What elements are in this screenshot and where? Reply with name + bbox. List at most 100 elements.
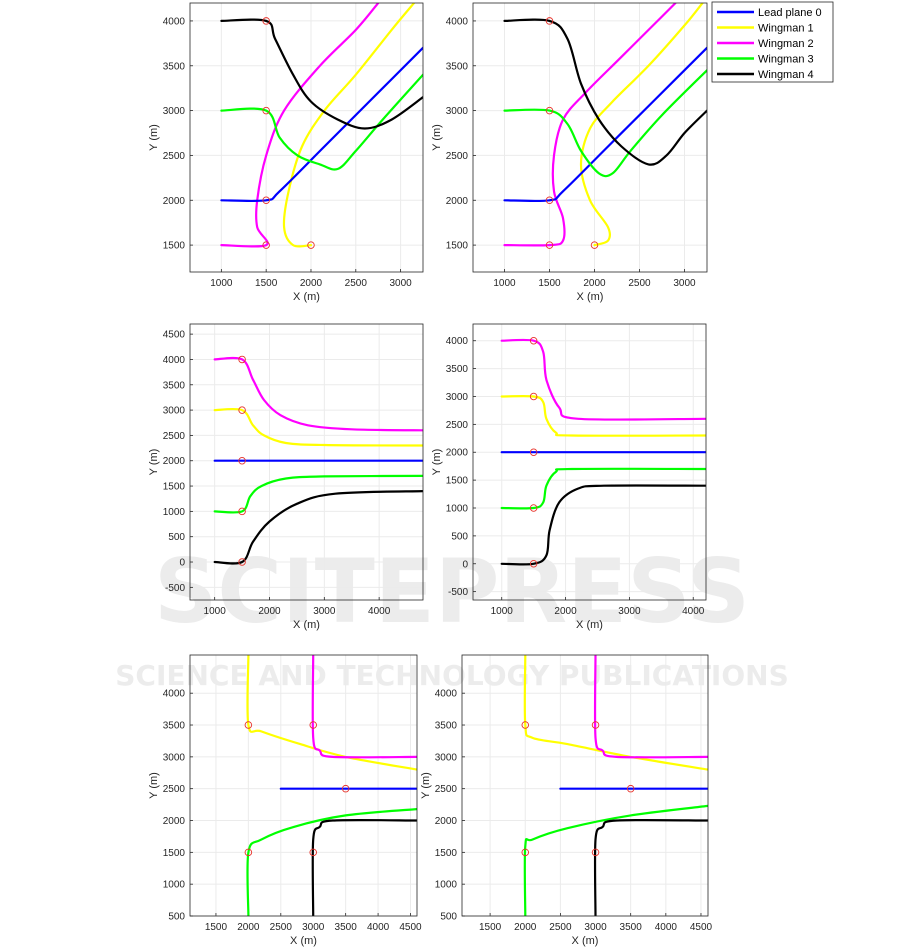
start-point-marker [591, 721, 600, 729]
y-tick-label: -500 [165, 583, 185, 594]
x-axis-label: X (m) [293, 291, 320, 303]
legend-label: Wingman 3 [758, 54, 814, 66]
y-tick-label: 3000 [163, 106, 186, 117]
start-point-marker [309, 848, 317, 857]
watermark-sub: SCIENCE AND TECHNOLOGY PUBLICATIONS [115, 659, 789, 692]
x-tick-label: 3000 [673, 278, 696, 289]
y-tick-label: 3000 [163, 406, 186, 417]
y-tick-label: 2500 [446, 151, 469, 162]
legend-entry: Wingman 2 [717, 38, 814, 50]
y-tick-label: 0 [179, 558, 185, 569]
x-tick-label: 2500 [345, 278, 368, 289]
x-tick-label: 1500 [538, 278, 561, 289]
start-point-marker [244, 848, 253, 857]
y-tick-label: 3500 [435, 721, 458, 732]
series-line-w2 [593, 655, 708, 759]
x-tick-label: 2000 [258, 606, 281, 617]
x-tick-label: 2000 [554, 606, 577, 617]
y-tick-label: 500 [451, 531, 468, 542]
y-tick-label: 2000 [163, 816, 186, 827]
start-point-marker [238, 507, 246, 516]
start-point-marker [529, 336, 538, 345]
start-point-marker [238, 406, 246, 414]
y-tick-label: 1000 [446, 504, 469, 515]
axes-box [472, 2, 708, 273]
start-point-marker [238, 355, 246, 364]
series-group [503, 3, 707, 249]
y-tick-label: 1500 [163, 241, 186, 252]
series-line-w4 [220, 18, 423, 130]
start-point-marker [244, 721, 253, 729]
axes-box [461, 654, 709, 917]
y-tick-label: 0 [462, 559, 468, 570]
series-line-w1 [213, 407, 423, 447]
start-point-marker [262, 196, 270, 205]
y-tick-label: 2500 [163, 784, 186, 795]
x-tick-label: 1500 [479, 922, 502, 933]
legend-label: Wingman 1 [758, 23, 814, 35]
x-tick-label: 2500 [549, 922, 572, 933]
axes-box [189, 654, 418, 917]
start-point-marker [521, 848, 530, 857]
legend: Lead plane 0 Wingman 1 Wingman 2 Wingman 3 W… [711, 1, 834, 83]
y-axis-label: Y (m) [148, 772, 160, 799]
start-point-marker [529, 560, 538, 568]
x-tick-label: 1000 [491, 606, 514, 617]
y-tick-label: 1000 [163, 507, 186, 518]
y-tick-label: -500 [448, 587, 468, 598]
y-tick-label: 4000 [163, 355, 186, 366]
y-tick-label: 3000 [435, 752, 458, 763]
start-point-marker [545, 106, 554, 115]
y-axis-label: Y (m) [148, 124, 160, 151]
y-axis-label: Y (m) [431, 449, 443, 476]
start-point-marker [309, 721, 317, 729]
x-tick-label: 4500 [690, 922, 713, 933]
legend-entry: Wingman 4 [717, 69, 814, 81]
series-line-w4 [213, 490, 423, 565]
series-line-w2 [500, 338, 706, 421]
series-group [500, 336, 706, 568]
legend-label: Wingman 2 [758, 38, 814, 50]
y-tick-label: 2500 [446, 420, 469, 431]
y-axis-label: Y (m) [148, 449, 160, 476]
x-tick-label: 1500 [255, 278, 278, 289]
y-tick-label: 2000 [446, 196, 469, 207]
start-point-marker [262, 17, 270, 25]
start-point-marker [626, 784, 635, 793]
chart-panel-2: 1000 1500 2000 2500 3000 1500 2000 2500 3000 3500… [431, 2, 708, 303]
start-point-marker [262, 241, 270, 249]
chart-panel-4: 1000 2000 3000 4000 -500 0 500 1000 1500 2000 2500… [431, 323, 707, 631]
series-line-w4 [311, 818, 417, 916]
start-point-marker [545, 17, 554, 25]
start-point-marker [545, 196, 554, 205]
y-tick-label: 500 [168, 532, 185, 543]
x-tick-label: 3000 [389, 278, 412, 289]
x-axis-label: X (m) [293, 619, 320, 631]
y-tick-label: 2000 [163, 196, 186, 207]
y-tick-label: 4000 [446, 16, 469, 27]
chart-panel-1: 1000 1500 2000 2500 3000 1500 2000 2500 3000 3500… [148, 2, 424, 303]
series-group [220, 3, 423, 249]
y-tick-label: 3000 [163, 752, 186, 763]
series-line-w3 [213, 474, 423, 514]
series-line-lead [503, 46, 707, 203]
x-tick-label: 4000 [368, 606, 391, 617]
y-tick-label: 2000 [163, 456, 186, 467]
series-line-w3 [503, 69, 707, 178]
legend-entry: Lead plane 0 [717, 7, 822, 19]
chart-panel-6: 1500 2000 2500 3000 3500 4000 4500 500 1000 1500 2… [420, 654, 713, 947]
y-tick-label: 2000 [435, 816, 458, 827]
x-tick-label: 3500 [335, 922, 358, 933]
series-line-lead [220, 46, 423, 203]
x-axis-label: X (m) [576, 619, 603, 631]
chart-panel-5: 1500 2000 2500 3000 3500 4000 4500 500 1000 1500 2… [148, 654, 422, 947]
x-tick-label: 4000 [682, 606, 705, 617]
start-point-marker [238, 558, 246, 566]
y-tick-label: 500 [440, 912, 457, 923]
x-axis-label: X (m) [572, 935, 599, 947]
series-line-w3 [220, 73, 423, 171]
series-line-w2 [220, 3, 380, 248]
start-point-marker [590, 241, 599, 249]
y-tick-label: 3500 [163, 721, 186, 732]
